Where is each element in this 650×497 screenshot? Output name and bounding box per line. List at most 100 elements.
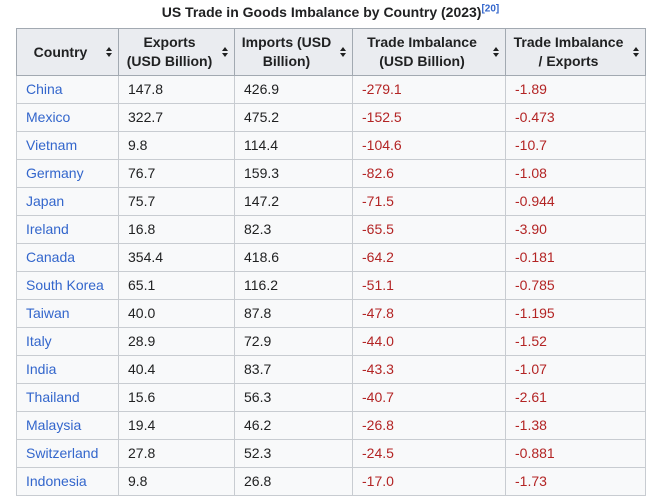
sort-down-arrow-icon xyxy=(493,53,499,57)
imbalance-cell: -279.1 xyxy=(352,75,506,104)
exports-cell: 322.7 xyxy=(118,103,235,132)
country-cell: Germany xyxy=(16,159,119,188)
table-caption: US Trade in Goods Imbalance by Country (… xyxy=(16,0,645,21)
citation-link[interactable]: [20] xyxy=(481,3,500,15)
sort-up-arrow-icon xyxy=(222,47,228,51)
ratio-cell: -1.73 xyxy=(505,467,646,496)
table-row: Vietnam 9.8 114.4 -104.6 -10.7 xyxy=(16,131,646,160)
country-link[interactable]: India xyxy=(26,361,57,377)
imbalance-cell: -43.3 xyxy=(352,355,506,384)
table-row: China 147.8 426.9 -279.1 -1.89 xyxy=(16,75,646,104)
column-header-label: Exports (USD Billion) xyxy=(126,34,213,69)
country-link[interactable]: Indonesia xyxy=(26,473,87,489)
imports-cell: 26.8 xyxy=(234,467,353,496)
ratio-cell: -1.07 xyxy=(505,355,646,384)
imports-cell: 147.2 xyxy=(234,187,353,216)
country-link[interactable]: Italy xyxy=(26,333,52,349)
country-link[interactable]: Mexico xyxy=(26,109,71,125)
ratio-cell: -10.7 xyxy=(505,131,646,160)
table-row: Indonesia 9.8 26.8 -17.0 -1.73 xyxy=(16,467,646,496)
sort-up-arrow-icon xyxy=(106,47,112,51)
column-header-label: Country xyxy=(33,43,88,60)
country-link[interactable]: South Korea xyxy=(26,277,104,293)
country-link[interactable]: Malaysia xyxy=(26,417,82,433)
country-link[interactable]: Canada xyxy=(26,249,76,265)
imbalance-cell: -64.2 xyxy=(352,243,506,272)
table-row: Germany 76.7 159.3 -82.6 -1.08 xyxy=(16,159,646,188)
country-cell: China xyxy=(16,75,119,104)
imbalance-cell: -152.5 xyxy=(352,103,506,132)
table-row: South Korea 65.1 116.2 -51.1 -0.785 xyxy=(16,271,646,300)
country-link[interactable]: Japan xyxy=(26,193,65,209)
imbalance-cell: -40.7 xyxy=(352,383,506,412)
country-cell: Malaysia xyxy=(16,411,119,440)
table-row: Mexico 322.7 475.2 -152.5 -0.473 xyxy=(16,103,646,132)
sort-down-arrow-icon xyxy=(106,53,112,57)
country-cell: Italy xyxy=(16,327,119,356)
column-header-imports[interactable]: Imports (USD Billion) xyxy=(234,28,353,76)
column-header-trade-imbalance[interactable]: Trade Imbalance (USD Billion) xyxy=(352,28,506,76)
table-row: Taiwan 40.0 87.8 -47.8 -1.195 xyxy=(16,299,646,328)
sort-icon[interactable] xyxy=(340,47,346,57)
country-cell: Taiwan xyxy=(16,299,119,328)
exports-cell: 9.8 xyxy=(118,131,235,160)
imports-cell: 426.9 xyxy=(234,75,353,104)
exports-cell: 65.1 xyxy=(118,271,235,300)
column-header-exports[interactable]: Exports (USD Billion) xyxy=(118,28,235,76)
country-cell: South Korea xyxy=(16,271,119,300)
ratio-cell: -1.195 xyxy=(505,299,646,328)
country-link[interactable]: Thailand xyxy=(26,389,80,405)
ratio-cell: -1.38 xyxy=(505,411,646,440)
imports-cell: 475.2 xyxy=(234,103,353,132)
exports-cell: 28.9 xyxy=(118,327,235,356)
sort-down-arrow-icon xyxy=(222,53,228,57)
imbalance-cell: -104.6 xyxy=(352,131,506,160)
ratio-cell: -0.881 xyxy=(505,439,646,468)
country-cell: Switzerland xyxy=(16,439,119,468)
imbalance-cell: -17.0 xyxy=(352,467,506,496)
exports-cell: 76.7 xyxy=(118,159,235,188)
imports-cell: 52.3 xyxy=(234,439,353,468)
country-cell: Thailand xyxy=(16,383,119,412)
exports-cell: 27.8 xyxy=(118,439,235,468)
imports-cell: 87.8 xyxy=(234,299,353,328)
imbalance-cell: -71.5 xyxy=(352,187,506,216)
country-cell: Japan xyxy=(16,187,119,216)
country-cell: Ireland xyxy=(16,215,119,244)
column-header-imbalance-ratio[interactable]: Trade Imbalance / Exports xyxy=(505,28,646,76)
table-row: India 40.4 83.7 -43.3 -1.07 xyxy=(16,355,646,384)
exports-cell: 40.4 xyxy=(118,355,235,384)
table-row: Thailand 15.6 56.3 -40.7 -2.61 xyxy=(16,383,646,412)
sort-up-arrow-icon xyxy=(633,47,639,51)
country-link[interactable]: Ireland xyxy=(26,221,69,237)
sort-icon[interactable] xyxy=(493,47,499,57)
ratio-cell: -1.08 xyxy=(505,159,646,188)
country-cell: Canada xyxy=(16,243,119,272)
country-link[interactable]: China xyxy=(26,81,63,97)
table-row: Switzerland 27.8 52.3 -24.5 -0.881 xyxy=(16,439,646,468)
header-row: Country Exports (USD Billion) Imports (U… xyxy=(16,28,646,76)
country-link[interactable]: Germany xyxy=(26,165,84,181)
exports-cell: 147.8 xyxy=(118,75,235,104)
country-link[interactable]: Taiwan xyxy=(26,305,70,321)
exports-cell: 40.0 xyxy=(118,299,235,328)
exports-cell: 9.8 xyxy=(118,467,235,496)
sort-up-arrow-icon xyxy=(340,47,346,51)
sort-down-arrow-icon xyxy=(633,53,639,57)
country-cell: India xyxy=(16,355,119,384)
column-header-label: Trade Imbalance / Exports xyxy=(513,34,624,69)
column-header-country[interactable]: Country xyxy=(16,28,119,76)
sort-icon[interactable] xyxy=(222,47,228,57)
country-link[interactable]: Vietnam xyxy=(26,137,78,153)
ratio-cell: -0.785 xyxy=(505,271,646,300)
table-row: Italy 28.9 72.9 -44.0 -1.52 xyxy=(16,327,646,356)
imports-cell: 56.3 xyxy=(234,383,353,412)
sort-icon[interactable] xyxy=(633,47,639,57)
country-link[interactable]: Switzerland xyxy=(26,445,99,461)
sort-icon[interactable] xyxy=(106,47,112,57)
exports-cell: 354.4 xyxy=(118,243,235,272)
ratio-cell: -1.52 xyxy=(505,327,646,356)
ratio-cell: -2.61 xyxy=(505,383,646,412)
imbalance-cell: -47.8 xyxy=(352,299,506,328)
exports-cell: 19.4 xyxy=(118,411,235,440)
